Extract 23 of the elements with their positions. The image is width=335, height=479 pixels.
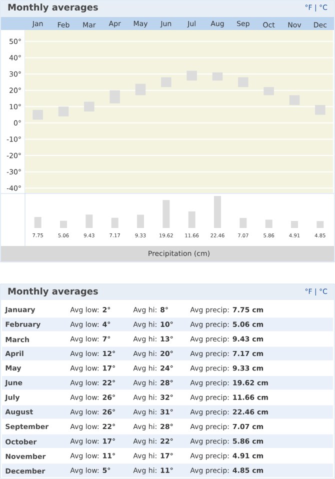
bar <box>212 72 223 81</box>
text: Monthly averages <box>8 288 98 296</box>
bar <box>110 90 120 104</box>
bar <box>240 218 247 228</box>
bar <box>315 104 326 115</box>
bar <box>264 87 274 96</box>
bar <box>316 221 324 228</box>
chart-title: Monthly averages <box>8 4 98 12</box>
bar <box>214 196 221 228</box>
bar <box>34 216 42 228</box>
bar <box>84 102 94 112</box>
bar <box>186 70 197 81</box>
bar <box>291 221 298 228</box>
bar <box>289 95 300 105</box>
bar <box>60 220 67 228</box>
bar <box>135 84 146 96</box>
bar <box>58 106 69 116</box>
bar <box>86 214 93 228</box>
bar <box>111 218 118 228</box>
bar <box>188 211 196 228</box>
bar <box>137 214 144 228</box>
bar <box>162 200 170 228</box>
bar <box>265 220 272 228</box>
